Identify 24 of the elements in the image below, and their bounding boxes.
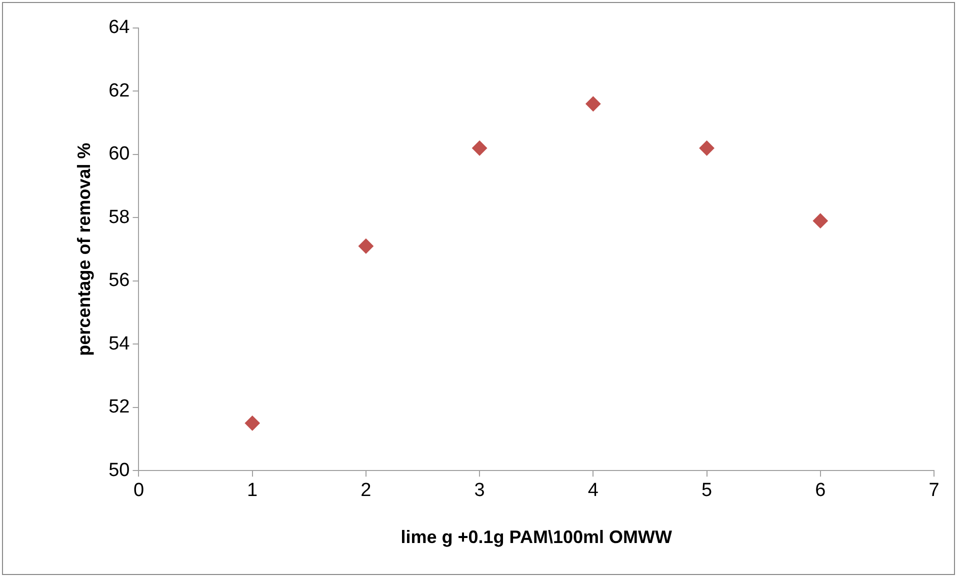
y-tick-label: 62 [108, 80, 130, 102]
x-tick-label: 4 [588, 480, 599, 502]
y-axis-title: percentage of removal % [74, 142, 94, 356]
x-tick-label: 6 [815, 480, 826, 502]
point [244, 416, 260, 431]
x-tick-label: 0 [133, 480, 144, 502]
y-tick-label: 52 [108, 396, 130, 418]
x-tick-label: 3 [474, 480, 485, 502]
y-tick-label: 60 [108, 144, 130, 165]
y-tick-label: 50 [108, 460, 130, 481]
y-tick-label: 64 [108, 17, 130, 38]
x-tick-label: 7 [928, 480, 940, 502]
y-tick-label: 58 [108, 206, 130, 228]
point [358, 238, 374, 254]
y-tick-label: 56 [108, 270, 130, 292]
x-tick-label: 2 [360, 480, 372, 502]
point [699, 140, 714, 156]
point [472, 140, 488, 156]
x-axis-title: lime g +0.1g PAM\100ml OMWW [400, 527, 672, 548]
x-tick-label: 1 [247, 480, 258, 502]
point [586, 96, 601, 112]
y-tick-label: 54 [108, 333, 130, 354]
point [812, 213, 828, 228]
x-tick-label: 5 [701, 480, 712, 502]
